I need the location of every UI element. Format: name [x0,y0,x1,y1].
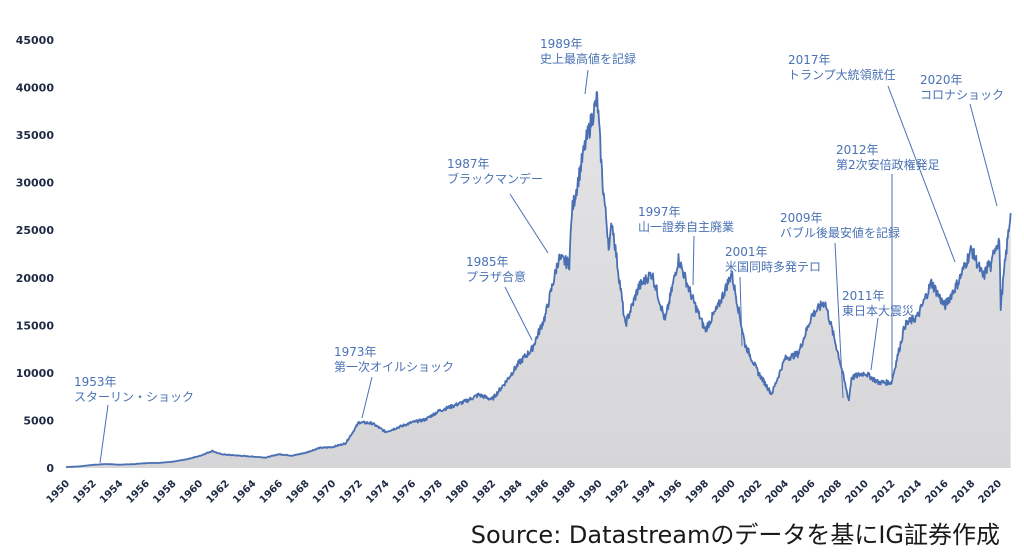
x-tick-label: 1996 [657,478,684,505]
y-tick-label: 35000 [16,129,55,142]
annotation-year: 2001年 [725,245,768,259]
annotation-year: 1987年 [447,157,490,171]
annotation-year: 1985年 [466,255,509,269]
x-tick-label: 2000 [710,478,737,505]
annotation-event: 第一次オイルショック [334,360,454,374]
y-tick-label: 30000 [16,177,55,190]
x-tick-label: 1966 [258,478,285,505]
annotation-year: 2017年 [788,53,831,67]
y-axis: 0 5000 10000 15000 20000 25000 30000 35000 40000… [16,34,55,475]
annotation-event: プラザ合意 [466,269,526,284]
annotation-event: コロナショック [920,88,1004,102]
series-area [66,92,1011,468]
annotation-event: 山一證券自主廃業 [638,219,734,234]
annotation-year: 2009年 [780,211,823,225]
x-tick-label: 1978 [417,478,444,505]
annotation-leader-line [692,235,695,286]
x-tick-label: 2014 [897,478,924,505]
x-tick-label: 2002 [737,478,764,505]
x-tick-label: 1970 [311,478,338,505]
annotation-leader-line [509,193,549,254]
annotation-leader-line [870,317,879,371]
annotation-event: 第2次安倍政権発足 [836,157,940,172]
annotation-leader-line [99,404,109,464]
y-tick-label: 15000 [16,319,55,332]
source-note: Source: Datastreamのデータを基にIG証券作成 [470,521,1000,549]
annotation-event: トランプ大統領就任 [788,67,896,82]
x-tick-label: 1986 [524,478,551,505]
annotation-year: 1989年 [540,37,583,51]
x-tick-label: 1962 [204,478,231,505]
annotation-event: 東日本大震災 [842,304,914,318]
annotation-leader-line [504,286,533,341]
x-tick-label: 1984 [497,478,524,505]
x-tick-label: 1964 [231,478,258,505]
y-tick-label: 0 [46,462,54,475]
x-tick-label: 2012 [870,478,897,505]
annotation-leader-line [361,376,373,419]
x-tick-label: 1972 [338,478,365,505]
x-tick-label: 2006 [790,478,817,505]
x-tick-label: 1990 [577,478,604,505]
annotation-year: 2011年 [842,289,885,303]
x-tick-label: 2008 [817,478,844,505]
x-tick-label: 1988 [551,478,578,505]
annotation-event: ブラックマンデー [447,171,543,186]
x-tick-label: 1960 [178,478,205,505]
annotation-year: 2012年 [836,143,879,157]
y-tick-label: 25000 [16,224,55,237]
annotation-year: 1953年 [74,375,117,389]
x-tick-label: 1976 [391,478,418,505]
annotation-year: 2020年 [920,73,963,87]
y-tick-label: 20000 [16,272,55,285]
y-tick-label: 5000 [23,414,54,427]
x-tick-label: 1992 [604,478,631,505]
annotation-event: 米国同時多発テロ [725,260,821,274]
x-tick-label: 2010 [844,478,871,505]
x-tick-label: 1954 [98,478,125,505]
series-line [65,91,1012,468]
x-tick-label: 1974 [364,478,391,505]
x-tick-label: 2004 [764,478,791,505]
annotation-year: 1997年 [638,205,681,219]
annotation-leader-line [739,276,743,347]
x-tick-label: 2016 [923,478,950,505]
annotation-leader-line [584,69,589,95]
y-tick-label: 10000 [16,367,55,380]
x-tick-label: 1982 [471,478,498,505]
x-axis: 1950 1952 1954 1956 1958 1960 1962 1964 1966 1968… [45,478,1004,505]
annotation-event: スターリン・ショック [74,390,194,404]
x-tick-label: 1968 [284,478,311,505]
x-tick-label: 1958 [151,478,178,505]
y-tick-label: 45000 [16,34,55,47]
annotation-leader-line [969,103,998,207]
x-tick-label: 1980 [444,478,471,505]
nikkei-chart: 0 5000 10000 15000 20000 25000 30000 35000 40000… [16,34,1012,506]
x-tick-label: 1998 [684,478,711,505]
y-tick-label: 40000 [16,82,55,95]
x-tick-label: 2020 [977,478,1004,505]
x-tick-label: 1956 [125,478,152,505]
annotation-event: バブル後最安値を記録 [780,225,900,240]
annotation-leader-line [834,242,844,399]
annotation-leader-line [887,85,956,263]
x-tick-label: 1950 [45,478,72,505]
annotation-event: 史上最高値を記録 [540,51,636,66]
x-tick-label: 2018 [950,478,977,505]
annotation-year: 1973年 [334,345,377,359]
x-tick-label: 1952 [71,478,98,505]
x-tick-label: 1994 [630,478,657,505]
